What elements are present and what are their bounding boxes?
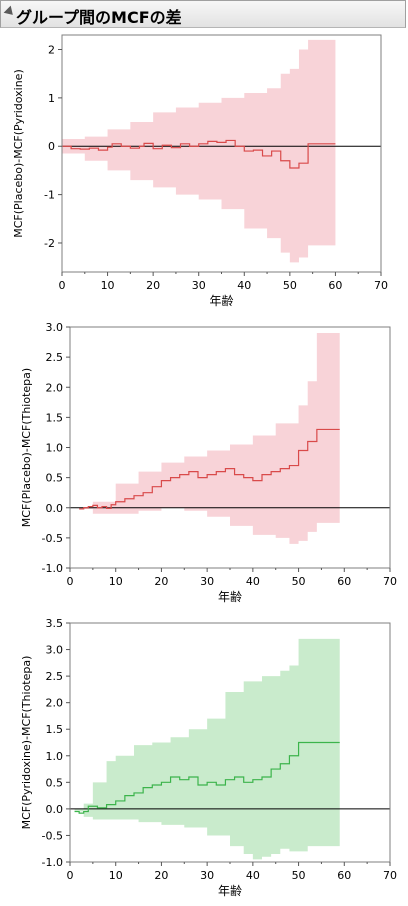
- confidence-band: [74, 638, 340, 860]
- x-axis-label: 年齢: [218, 883, 242, 898]
- y-tick-label: 3.0: [46, 321, 64, 334]
- y-tick-label: 0.0: [46, 502, 64, 515]
- x-tick-label: 10: [109, 575, 123, 588]
- x-tick-label: 40: [237, 279, 251, 292]
- x-tick-label: 60: [337, 869, 351, 882]
- report-title-bar: グループ間のMCFの差: [0, 0, 406, 28]
- y-tick-label: -2: [44, 237, 55, 250]
- chart-3: 0 10 20 30 40 50 60 70 -1.0 -0.5 0.0 0.5 1.0 1.5 2.0 2.…: [20, 617, 397, 898]
- y-tick-label: 1: [48, 92, 55, 105]
- x-tick-label: 10: [101, 279, 115, 292]
- y-tick-label: 0.5: [46, 472, 64, 485]
- y-tick-label: 1.5: [46, 723, 64, 736]
- y-tick-label: -1.0: [42, 562, 63, 575]
- y-axis-label: MCF(Placebo)-MCF(Pyridoxine): [12, 69, 25, 238]
- confidence-band: [79, 333, 340, 544]
- chart-2: 0 10 20 30 40 50 60 70 -1.0 -0.5 0.0 0.5 1.0 1.5 2.0 2.…: [20, 321, 397, 604]
- y-tick-label: 2.0: [46, 697, 64, 710]
- y-axis-label: MCF(Placebo)-MCF(Thiotepa): [20, 368, 33, 527]
- x-tick-label: 20: [146, 279, 160, 292]
- x-tick-label: 50: [292, 869, 306, 882]
- y-tick-label: 0.0: [46, 803, 64, 816]
- y-tick-label: 1.5: [46, 411, 64, 424]
- x-tick-label: 20: [154, 869, 168, 882]
- x-tick-label: 0: [67, 869, 74, 882]
- y-tick-label: 3.0: [46, 644, 64, 657]
- y-tick-label: 2.5: [46, 351, 64, 364]
- x-tick-label: 60: [328, 279, 342, 292]
- x-tick-label: 30: [192, 279, 206, 292]
- y-tick-label: 2.5: [46, 670, 64, 683]
- y-tick-label: -0.5: [42, 532, 63, 545]
- x-tick-label: 0: [59, 279, 66, 292]
- x-tick-label: 20: [154, 575, 168, 588]
- y-tick-label: -0.5: [42, 829, 63, 842]
- x-tick-label: 40: [246, 869, 260, 882]
- mcf-difference-line: [79, 428, 340, 510]
- y-axis-label: MCF(Pyridoxine)-MCF(Thiotepa): [20, 656, 33, 830]
- y-tick-label: 0: [48, 140, 55, 153]
- y-tick-label: 2: [48, 44, 55, 57]
- x-tick-label: 70: [374, 279, 388, 292]
- x-tick-label: 0: [67, 575, 74, 588]
- x-tick-label: 10: [109, 869, 123, 882]
- x-axis-label: 年齢: [218, 589, 242, 604]
- y-tick-label: 0.5: [46, 776, 64, 789]
- x-axis-label: 年齢: [209, 293, 233, 308]
- y-tick-label: -1.0: [42, 856, 63, 869]
- report-title: グループ間のMCFの差: [16, 8, 182, 27]
- y-tick-label: -1: [44, 189, 55, 202]
- x-tick-label: 70: [383, 575, 397, 588]
- y-tick-label: 1.0: [46, 750, 64, 763]
- x-tick-label: 50: [292, 575, 306, 588]
- y-tick-label: 1.0: [46, 442, 64, 455]
- x-tick-label: 30: [200, 575, 214, 588]
- y-tick-label: 2.0: [46, 381, 64, 394]
- mcf-difference-line: [74, 741, 340, 814]
- x-tick-label: 70: [383, 869, 397, 882]
- x-tick-label: 50: [283, 279, 297, 292]
- x-tick-label: 60: [337, 575, 351, 588]
- x-tick-label: 40: [246, 575, 260, 588]
- chart-1: 0 10 20 30 40 50 60 70 -2 -1 0 1 2 年齢 MCF(Placebo)-MCF…: [12, 34, 388, 308]
- confidence-band: [62, 39, 336, 263]
- x-tick-label: 30: [200, 869, 214, 882]
- y-tick-label: 3.5: [46, 617, 64, 630]
- mcf-difference-line: [62, 139, 336, 169]
